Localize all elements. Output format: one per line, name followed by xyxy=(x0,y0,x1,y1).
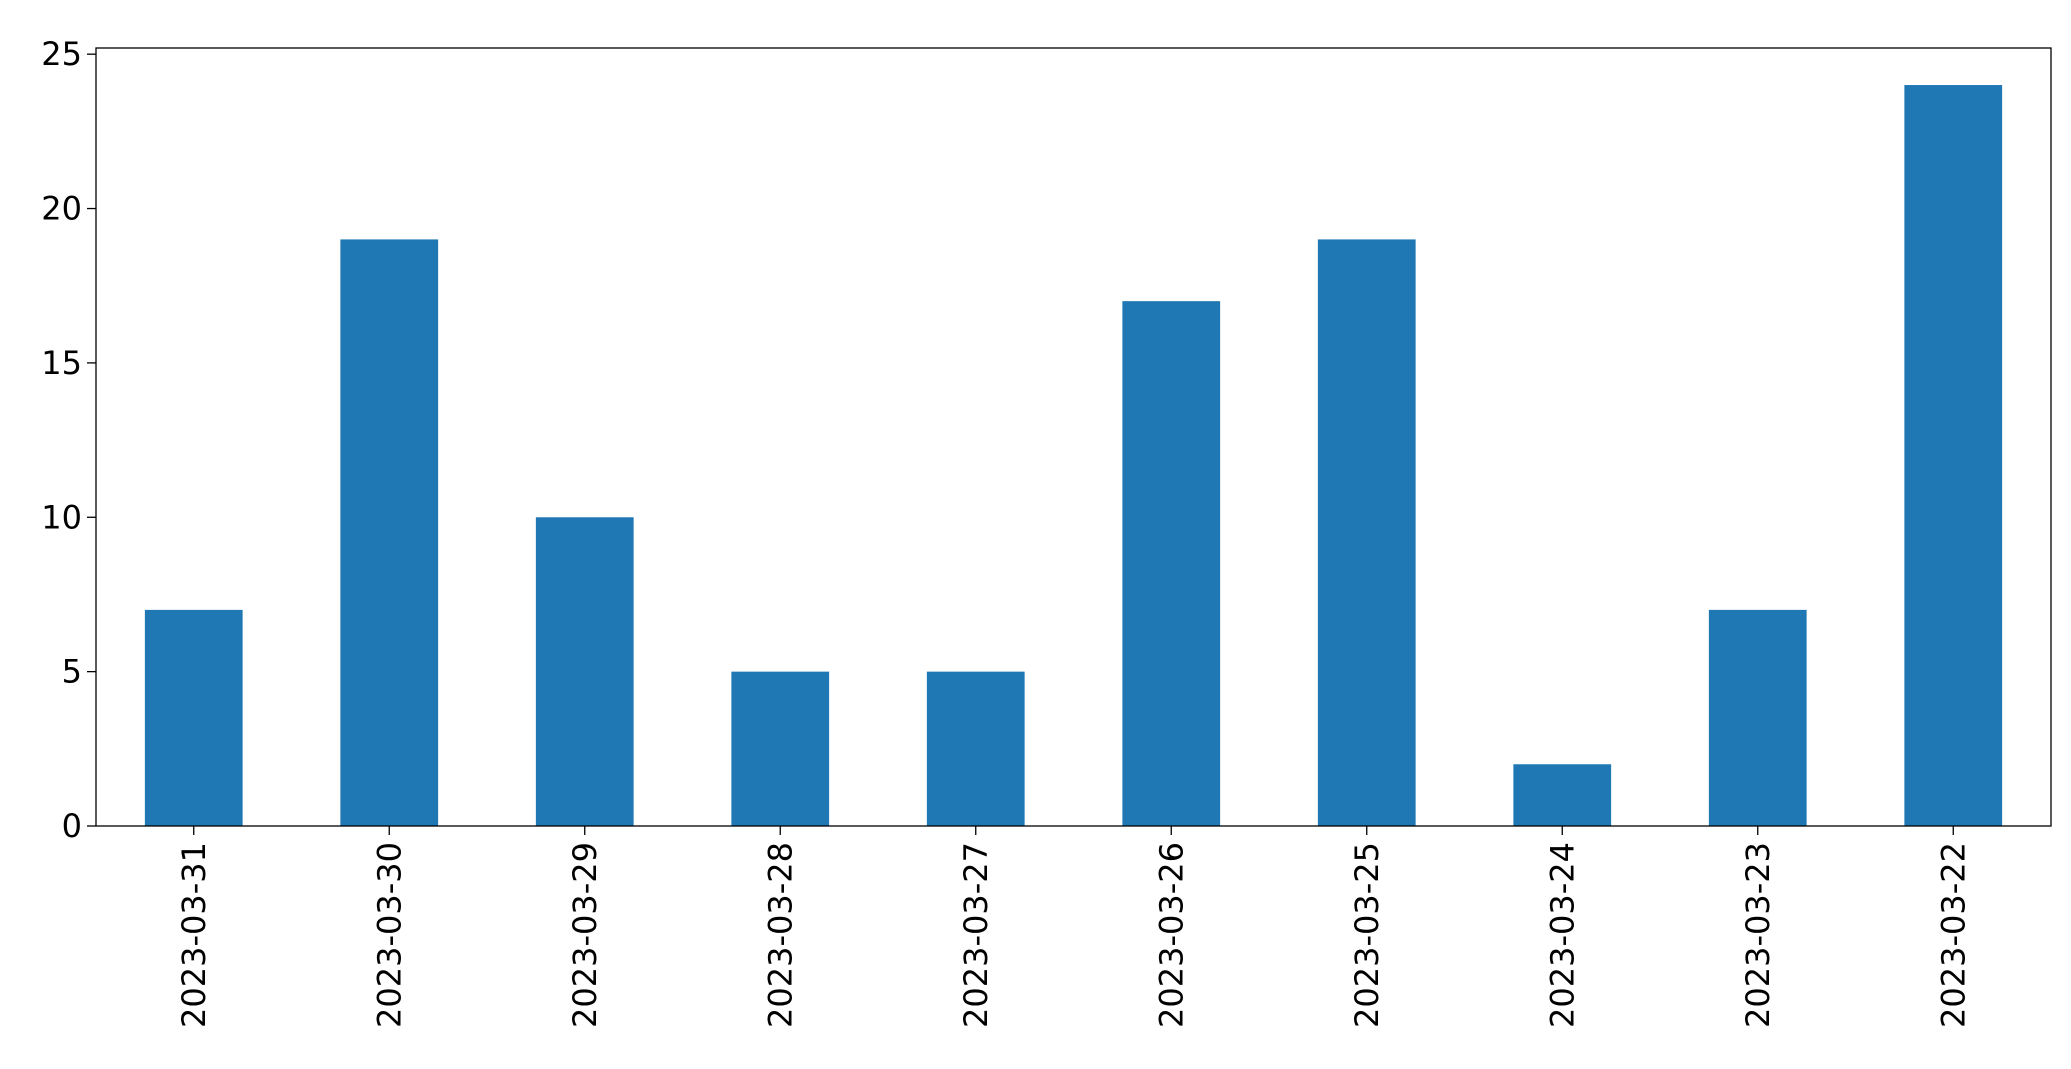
y-tick-label: 25 xyxy=(41,35,82,73)
x-tick-label: 2023-03-29 xyxy=(566,842,604,1028)
x-tick-label: 2023-03-24 xyxy=(1543,842,1581,1028)
plot-frame xyxy=(95,47,2052,827)
bar xyxy=(1317,239,1416,826)
y-tick-label: 20 xyxy=(41,190,82,228)
bar xyxy=(1904,85,2003,827)
bar xyxy=(144,609,243,826)
x-tick-label: 2023-03-26 xyxy=(1152,842,1190,1028)
bar xyxy=(535,517,634,826)
y-tick-label: 0 xyxy=(62,807,82,845)
x-tick-label: 2023-03-23 xyxy=(1739,842,1777,1028)
bar xyxy=(1122,301,1221,827)
x-tick-label: 2023-03-30 xyxy=(370,842,408,1028)
x-tick-label: 2023-03-25 xyxy=(1348,842,1386,1028)
x-tick-label: 2023-03-27 xyxy=(957,842,995,1028)
x-tick-label: 2023-03-22 xyxy=(1934,842,1972,1028)
y-tick-label: 10 xyxy=(41,498,82,536)
bar xyxy=(1708,609,1807,826)
bar xyxy=(340,239,439,826)
x-tick-label: 2023-03-28 xyxy=(761,842,799,1028)
bar xyxy=(1513,764,1612,826)
x-tick-label: 2023-03-31 xyxy=(175,842,213,1028)
bar xyxy=(731,671,830,826)
y-tick-label: 15 xyxy=(41,344,82,382)
y-tick-label: 5 xyxy=(62,653,82,691)
bar xyxy=(926,671,1025,826)
